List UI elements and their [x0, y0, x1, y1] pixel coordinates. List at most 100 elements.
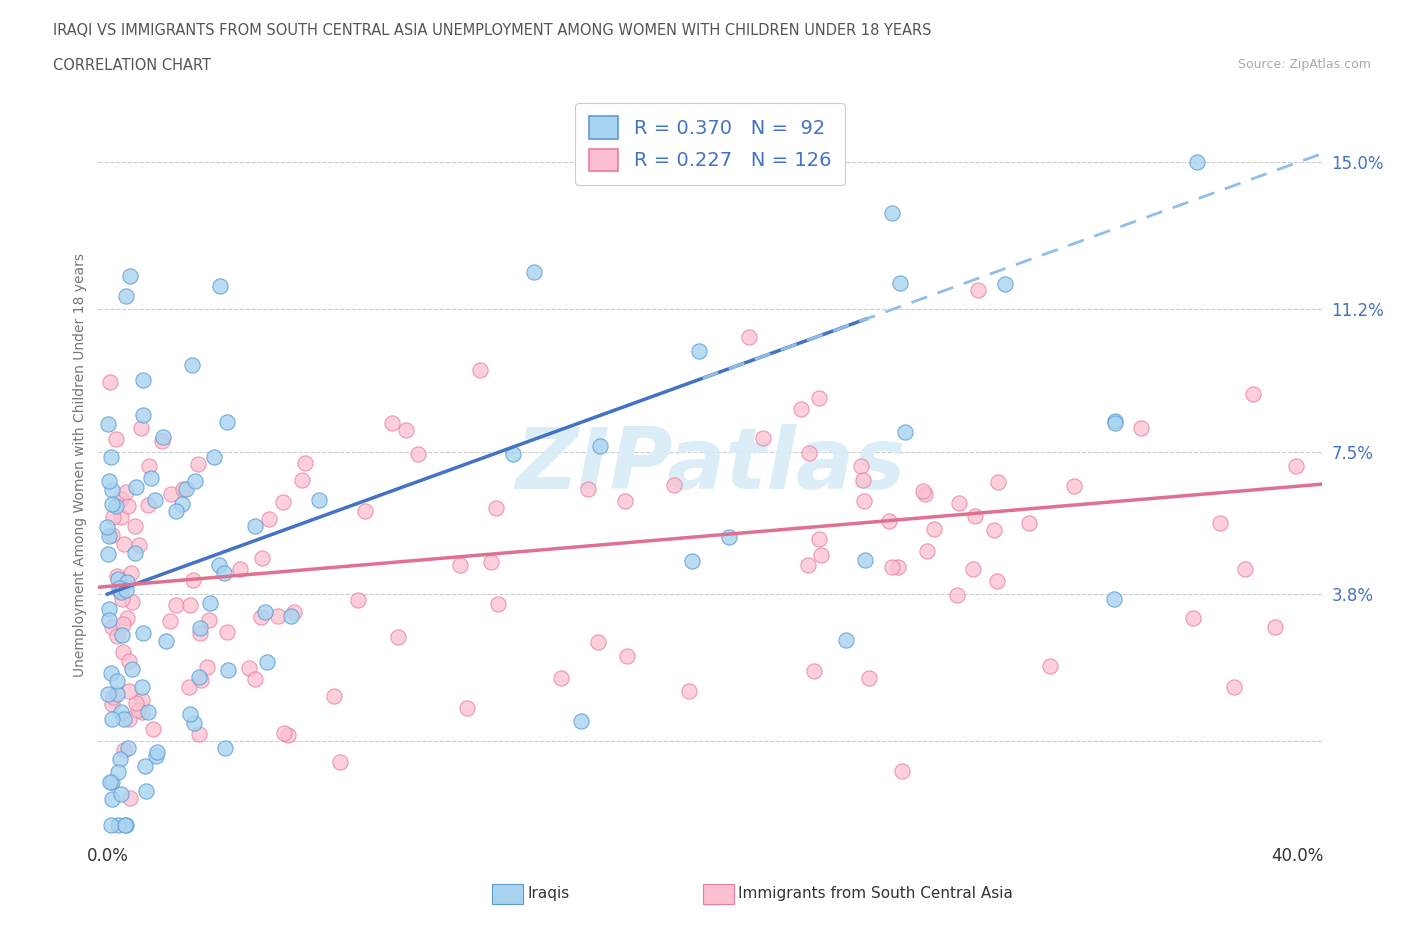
Point — [117, 684, 139, 698]
Point — [179, 707, 201, 722]
Point — [120, 791, 142, 806]
Point — [273, 725, 295, 740]
Point — [179, 680, 201, 695]
Point — [110, 705, 132, 720]
Point — [214, 740, 236, 755]
Point — [174, 482, 197, 497]
Point — [853, 494, 876, 509]
Point — [922, 522, 945, 537]
Point — [880, 206, 903, 220]
Point — [132, 372, 155, 387]
Point — [107, 686, 129, 701]
Point — [894, 425, 917, 440]
Point — [523, 265, 546, 280]
Point — [98, 612, 121, 627]
Point — [115, 583, 138, 598]
Point — [96, 520, 118, 535]
Point — [681, 553, 703, 568]
Point — [165, 598, 187, 613]
Point — [131, 704, 153, 719]
Y-axis label: Unemployment Among Women with Children Under 18 years: Unemployment Among Women with Children U… — [73, 253, 87, 677]
Point — [124, 480, 146, 495]
Point — [1039, 658, 1062, 673]
Point — [810, 548, 832, 563]
Point — [738, 329, 761, 344]
Point — [131, 693, 153, 708]
Point — [578, 481, 600, 496]
Point — [408, 446, 430, 461]
Point — [803, 664, 825, 679]
Point — [291, 472, 314, 487]
Point — [589, 439, 612, 454]
Point — [121, 595, 143, 610]
Point — [502, 446, 524, 461]
Point — [128, 538, 150, 552]
Point — [1182, 611, 1205, 626]
Point — [160, 486, 183, 501]
Point — [986, 573, 1008, 588]
Point — [915, 543, 938, 558]
Point — [190, 673, 212, 688]
Point — [271, 495, 294, 510]
Point — [179, 597, 201, 612]
Point — [172, 482, 194, 497]
Point — [797, 445, 820, 460]
Legend: R = 0.370   N =  92, R = 0.227   N = 126: R = 0.370 N = 92, R = 0.227 N = 126 — [575, 102, 845, 184]
Point — [380, 415, 402, 430]
Point — [165, 503, 187, 518]
Point — [347, 592, 370, 607]
Point — [110, 787, 132, 802]
Point — [807, 532, 830, 547]
Point — [588, 634, 610, 649]
Point — [108, 580, 131, 595]
Point — [136, 704, 159, 719]
Point — [100, 818, 122, 833]
Point — [159, 614, 181, 629]
Point — [256, 655, 278, 670]
Point — [111, 617, 134, 631]
Point — [108, 580, 131, 595]
Point — [202, 450, 225, 465]
Point — [1264, 620, 1286, 635]
Point — [889, 275, 911, 290]
Point — [994, 276, 1017, 291]
Point — [105, 569, 128, 584]
Point — [135, 784, 157, 799]
Point — [142, 722, 165, 737]
Point — [253, 604, 276, 619]
Point — [105, 629, 128, 644]
Point — [267, 608, 290, 623]
Point — [98, 473, 121, 488]
Point — [257, 512, 280, 526]
Point — [110, 491, 132, 506]
Point — [105, 673, 128, 688]
Point — [550, 671, 572, 686]
Point — [891, 764, 914, 778]
Point — [107, 571, 129, 586]
Point — [98, 602, 121, 617]
Point — [101, 527, 124, 542]
Point — [188, 620, 211, 635]
Point — [852, 472, 875, 487]
Point — [100, 775, 122, 790]
Point — [966, 283, 988, 298]
Point — [143, 493, 166, 508]
Point — [120, 269, 142, 284]
Point — [107, 764, 129, 779]
Point — [155, 633, 177, 648]
Point — [132, 408, 155, 423]
Text: Source: ZipAtlas.com: Source: ZipAtlas.com — [1237, 58, 1371, 71]
Point — [101, 697, 124, 711]
Point — [181, 572, 204, 587]
Point — [1223, 680, 1246, 695]
Point — [983, 522, 1005, 537]
Point — [97, 417, 120, 432]
Point — [880, 559, 903, 574]
Point — [250, 551, 273, 565]
Point — [114, 485, 136, 499]
Point — [100, 449, 122, 464]
Point — [101, 509, 124, 524]
Point — [104, 498, 127, 513]
Point — [117, 498, 139, 513]
Point — [118, 654, 141, 669]
